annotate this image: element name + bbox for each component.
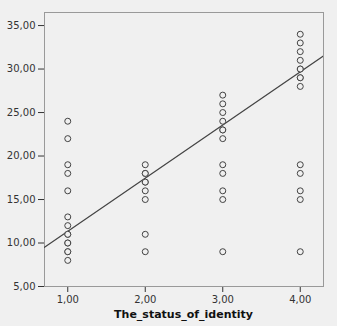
svg-text:15,00: 15,00 (7, 194, 36, 205)
svg-text:5,00: 5,00 (13, 281, 35, 292)
svg-text:25,00: 25,00 (7, 107, 36, 118)
svg-text:3,00: 3,00 (212, 294, 234, 305)
svg-text:The_status_of_identity: The_status_of_identity (114, 308, 253, 321)
svg-text:4,00: 4,00 (289, 294, 311, 305)
svg-text:30,00: 30,00 (7, 63, 36, 74)
svg-text:35,00: 35,00 (7, 20, 36, 31)
svg-text:20,00: 20,00 (7, 150, 36, 161)
svg-text:1,00: 1,00 (57, 294, 79, 305)
svg-text:2,00: 2,00 (134, 294, 156, 305)
svg-text:10,00: 10,00 (7, 237, 36, 248)
